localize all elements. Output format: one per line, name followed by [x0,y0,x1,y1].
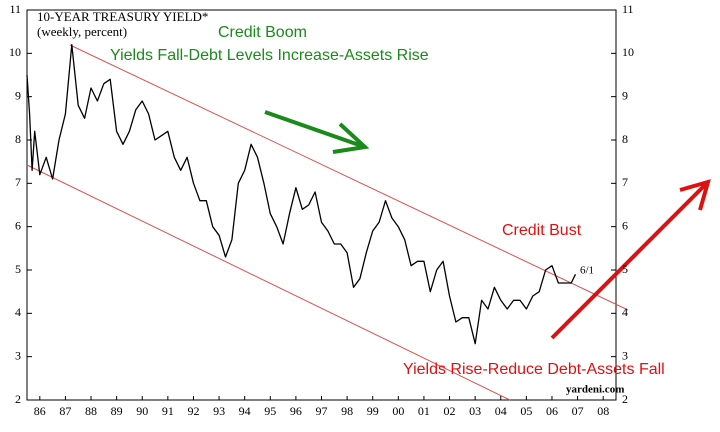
annotation: Credit Boom [218,24,307,41]
green-arrow [264,110,370,154]
x-tick-label: 87 [59,404,71,418]
y2-tick-label: 6 [622,218,628,232]
chart-subtitle: (weekly, percent) [37,24,127,39]
y-tick-label: 6 [15,218,21,232]
x-tick-label: 08 [597,404,609,418]
channel-lower [26,164,511,401]
y-tick-label: 8 [15,132,21,146]
y2-tick-label: 3 [622,348,628,362]
x-tick-label: 07 [572,404,584,418]
x-tick-label: 86 [34,404,46,418]
x-tick-label: 91 [162,404,174,418]
x-tick-label: 93 [213,404,225,418]
x-tick-label: 03 [469,404,481,418]
x-tick-label: 89 [111,404,123,418]
x-tick-label: 88 [85,404,97,418]
x-tick-label: 05 [520,404,532,418]
y-tick-label: 11 [9,2,21,16]
y-tick-label: 9 [15,88,21,102]
y2-tick-label: 4 [622,305,628,319]
x-tick-label: 95 [264,404,276,418]
x-tick-label: 00 [392,404,404,418]
series-line [26,44,577,345]
annotation: Yields Rise-Reduce Debt-Assets Fall [403,361,665,378]
channel-upper [69,44,629,311]
x-tick-label: 99 [367,404,379,418]
annotation: Credit Bust [502,222,582,239]
red-arrow [550,179,711,340]
y-tick-label: 7 [15,175,21,189]
y-tick-label: 3 [15,348,21,362]
y2-tick-label: 5 [622,262,628,276]
y-tick-label: 5 [15,262,21,276]
x-tick-label: 04 [495,404,507,418]
y2-tick-label: 9 [622,88,628,102]
chart-title: 10-YEAR TREASURY YIELD* [37,9,208,24]
y2-tick-label: 11 [622,2,634,16]
source: yardeni.com [566,384,624,396]
y2-tick-label: 7 [622,175,628,189]
x-tick-label: 92 [187,404,199,418]
x-tick-label: 94 [239,404,251,418]
y2-tick-label: 2 [622,392,628,406]
x-tick-label: 02 [444,404,456,418]
y-tick-label: 4 [15,305,21,319]
x-tick-label: 97 [316,404,328,418]
y2-tick-label: 10 [622,45,634,59]
y-tick-label: 2 [15,392,21,406]
x-tick-label: 98 [341,404,353,418]
x-tick-label: 96 [290,404,302,418]
x-tick-label: 90 [136,404,148,418]
annotation: Yields Fall-Debt Levels Increase-Assets … [110,47,429,64]
x-tick-label: 01 [418,404,430,418]
plot-frame [26,9,617,401]
annotation: 6/1 [580,265,594,277]
x-tick-label: 06 [546,404,558,418]
y2-tick-label: 8 [622,132,628,146]
y-tick-label: 10 [9,45,21,59]
